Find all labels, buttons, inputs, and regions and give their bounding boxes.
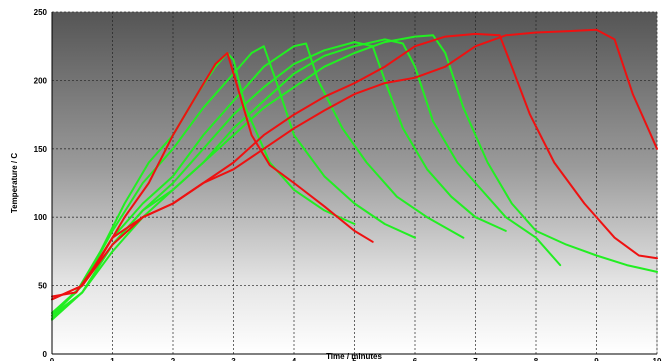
y-tick-label: 250: [34, 8, 48, 17]
x-tick-label: 7: [473, 357, 478, 361]
x-tick-label: 5: [352, 357, 357, 361]
x-axis-label: Time / minutes: [326, 352, 382, 361]
green-series-line-5: [51, 34, 658, 317]
x-tick-label: 3: [231, 357, 236, 361]
x-tick-label: 9: [594, 357, 599, 361]
red-series-line-9: [51, 32, 658, 301]
x-tick-label: 1: [110, 357, 115, 361]
x-tick-label: 6: [413, 357, 418, 361]
series-lines: [51, 28, 658, 321]
grid-lines: [52, 11, 658, 354]
y-tick-label: 150: [34, 145, 48, 154]
green-series-line-2: [51, 45, 416, 317]
x-tick-label: 0: [50, 357, 55, 361]
y-tick-label: 0: [43, 350, 48, 359]
tick-labels: 012345678910050100150200250: [34, 8, 662, 361]
green-series-line-6: [51, 38, 562, 320]
x-tick-label: 10: [653, 357, 662, 361]
x-tick-label: 2: [171, 357, 176, 361]
y-tick-label: 100: [34, 213, 48, 222]
x-tick-label: 4: [292, 357, 297, 361]
y-tick-label: 50: [38, 282, 47, 291]
x-tick-label: 8: [534, 357, 539, 361]
y-axis-label: Temperature / C: [10, 153, 19, 214]
y-tick-label: 200: [34, 76, 48, 85]
green-series-line-1: [51, 52, 356, 314]
green-series-line-3: [51, 42, 465, 314]
